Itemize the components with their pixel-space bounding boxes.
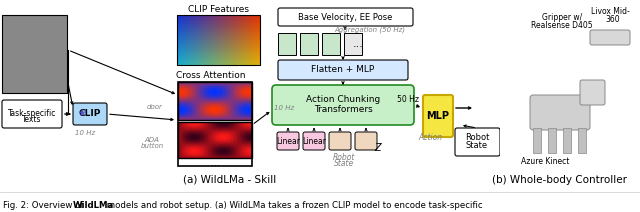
Text: door: door: [147, 104, 163, 110]
Text: Gripper w/: Gripper w/: [542, 14, 582, 22]
Bar: [563, 128, 571, 153]
Bar: [300, 33, 318, 55]
Text: Task-specific: Task-specific: [8, 110, 56, 119]
Text: Flatten + MLP: Flatten + MLP: [312, 66, 374, 74]
Text: Texts: Texts: [22, 116, 42, 124]
Text: Azure Kinect: Azure Kinect: [521, 158, 569, 166]
Text: Robot: Robot: [465, 134, 489, 142]
Text: Robot: Robot: [333, 152, 355, 162]
Bar: [533, 128, 541, 153]
FancyBboxPatch shape: [277, 132, 299, 150]
Text: CLIP Features: CLIP Features: [188, 6, 248, 14]
Text: Linear: Linear: [276, 137, 300, 145]
Text: 50 Hz: 50 Hz: [397, 95, 419, 105]
FancyBboxPatch shape: [272, 85, 414, 125]
Bar: [178, 82, 252, 120]
Text: 10 Hz: 10 Hz: [274, 105, 294, 111]
Bar: [500, 5, 638, 173]
Text: 10 Hz: 10 Hz: [75, 130, 95, 136]
FancyBboxPatch shape: [329, 132, 351, 150]
Text: Base Velocity, EE Pose: Base Velocity, EE Pose: [298, 13, 392, 21]
Text: WildLMa: WildLMa: [73, 201, 115, 211]
FancyBboxPatch shape: [2, 100, 62, 128]
Text: button: button: [140, 143, 164, 149]
Text: Linear: Linear: [302, 137, 326, 145]
FancyBboxPatch shape: [303, 132, 325, 150]
Text: ADA: ADA: [145, 137, 159, 143]
Text: ★: ★: [77, 108, 86, 118]
Bar: [278, 33, 296, 55]
Text: ...: ...: [211, 158, 220, 168]
FancyBboxPatch shape: [73, 103, 107, 125]
Text: Action Chunking: Action Chunking: [306, 95, 380, 105]
Text: 360: 360: [605, 14, 620, 24]
FancyBboxPatch shape: [423, 95, 453, 137]
FancyBboxPatch shape: [355, 132, 377, 150]
FancyBboxPatch shape: [590, 30, 630, 45]
FancyBboxPatch shape: [530, 95, 590, 130]
Text: State: State: [334, 159, 354, 167]
Text: Livox Mid-: Livox Mid-: [591, 7, 629, 17]
Text: Transformers: Transformers: [314, 105, 372, 113]
Bar: [578, 128, 586, 153]
Text: State: State: [466, 141, 488, 151]
FancyBboxPatch shape: [455, 128, 500, 156]
FancyBboxPatch shape: [278, 60, 408, 80]
Text: Aggregation (50 Hz): Aggregation (50 Hz): [335, 27, 406, 33]
Bar: [178, 82, 252, 166]
Text: Action: Action: [418, 134, 442, 142]
Text: Z: Z: [374, 143, 381, 153]
Text: CLIP: CLIP: [79, 110, 101, 119]
Bar: [344, 33, 362, 55]
Bar: [548, 128, 556, 153]
Bar: [2, 15, 67, 93]
Bar: [322, 33, 340, 55]
Bar: [178, 122, 252, 158]
Text: Cross Attention: Cross Attention: [176, 71, 246, 81]
Text: models and robot setup. (a) WildLMa takes a frozen CLIP model to encode task-spe: models and robot setup. (a) WildLMa take…: [104, 201, 483, 211]
Bar: [177, 15, 260, 65]
FancyBboxPatch shape: [278, 8, 413, 26]
Text: (b) Whole-body Controller: (b) Whole-body Controller: [493, 175, 627, 185]
Text: Realsense D405: Realsense D405: [531, 21, 593, 29]
Text: ...: ...: [353, 39, 364, 49]
Text: Fig. 2: Overview of: Fig. 2: Overview of: [3, 201, 86, 211]
FancyBboxPatch shape: [580, 80, 605, 105]
Text: MLP: MLP: [426, 111, 449, 121]
Text: (a) WildLMa - Skill: (a) WildLMa - Skill: [184, 175, 276, 185]
